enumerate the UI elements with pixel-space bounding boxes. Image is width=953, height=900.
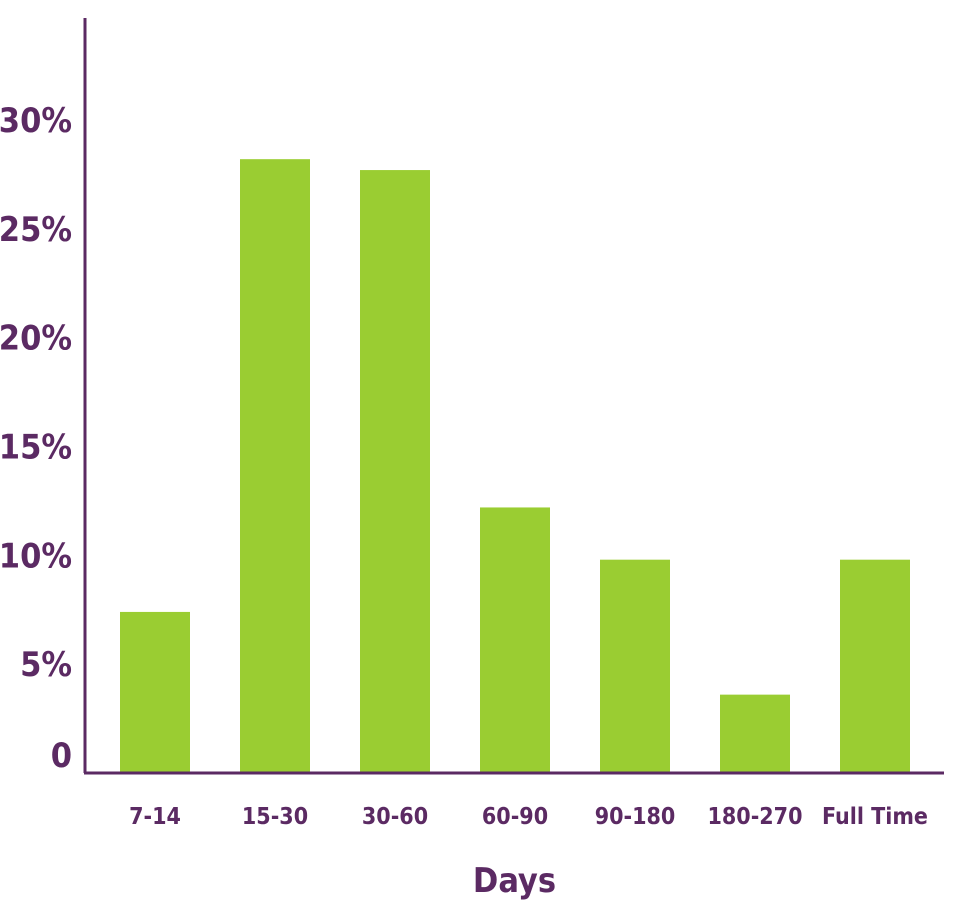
x-tick-label: 7-14 (129, 804, 181, 830)
bar-30-60 (360, 170, 430, 773)
bar-60-90 (480, 507, 550, 773)
y-tick-label: 10% (0, 536, 72, 576)
x-tick-label: 90-180 (595, 804, 676, 830)
y-tick-label: 30% (0, 101, 72, 141)
x-tick-label: 15-30 (242, 804, 308, 830)
y-tick-labels: 0 5% 10% 15% 20% 25% 30% (0, 101, 72, 776)
bar-full-time (840, 559, 910, 773)
y-tick-label: 20% (0, 319, 72, 359)
x-axis-title: Days (473, 861, 556, 900)
x-tick-label: 30-60 (362, 804, 428, 830)
bar-180-270 (720, 694, 790, 773)
bar-15-30 (240, 159, 310, 773)
bar-90-180 (600, 559, 670, 773)
y-tick-label: 25% (0, 210, 72, 250)
x-tick-label: Full Time (822, 804, 928, 830)
x-tick-labels: 7-14 15-30 30-60 60-90 90-180 180-270 Full Tim… (129, 804, 928, 830)
y-tick-label: 5% (20, 645, 72, 685)
y-tick-label: 0 (51, 736, 72, 776)
y-tick-label: 15% (0, 428, 72, 468)
x-tick-label: 60-90 (482, 804, 548, 830)
bar-7-14 (120, 611, 190, 773)
bars-group (120, 159, 910, 773)
x-tick-label: 180-270 (708, 804, 803, 830)
